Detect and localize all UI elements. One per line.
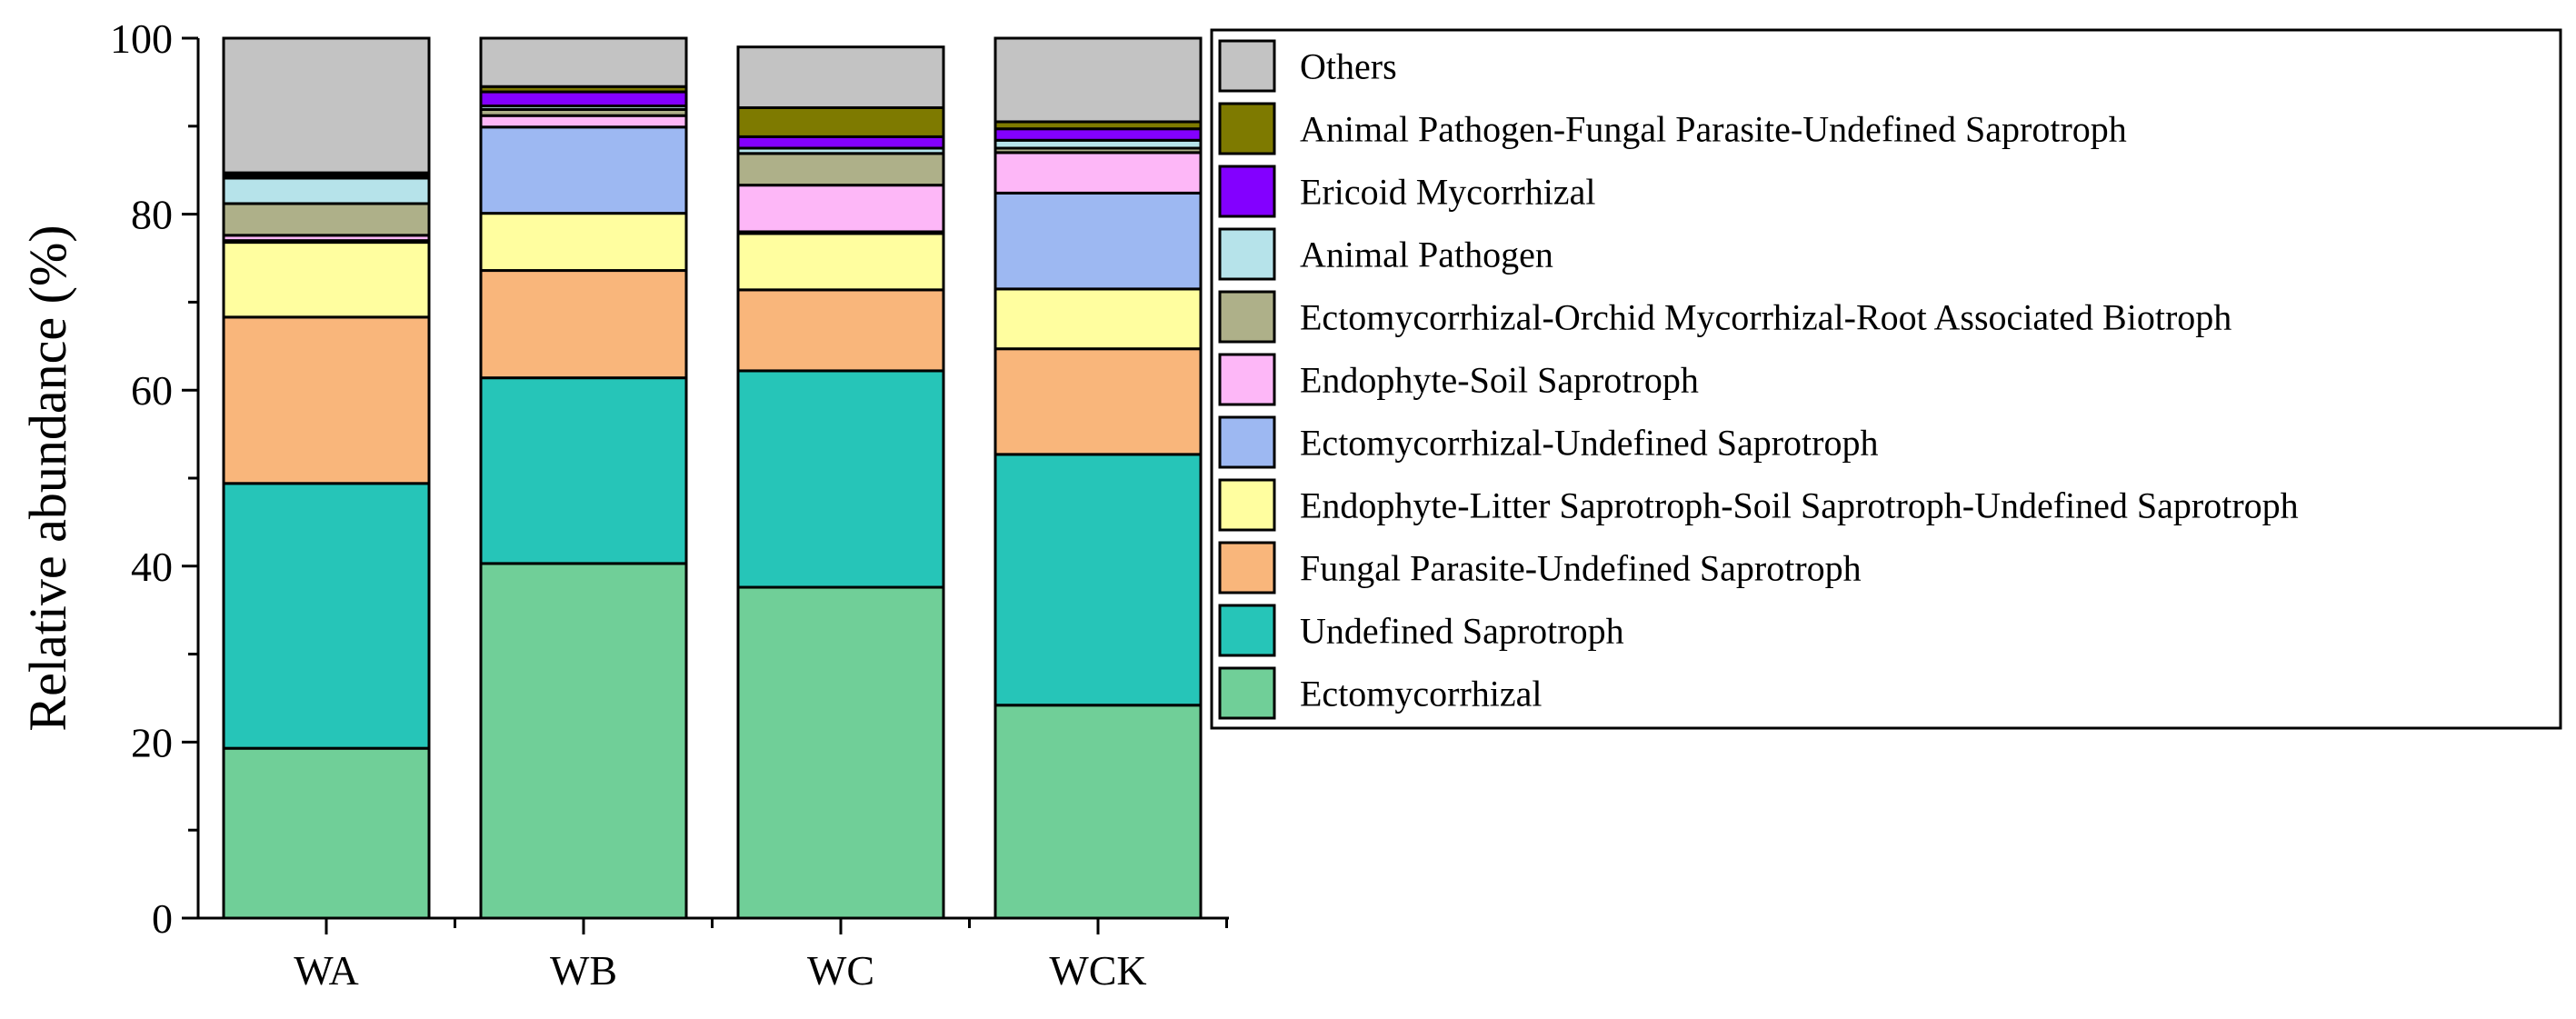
legend-item-fungal-parasite-undefined-saprotroph: Fungal Parasite-Undefined Saprotroph [1218, 541, 1862, 594]
y-tick-label-40: 40 [131, 544, 173, 590]
y-tick-label-0: 0 [152, 895, 173, 942]
bar-wc-endophyte-soil-saprotroph [736, 184, 945, 234]
bar-wc-endophyte-litter-saprotroph-soil-saprotroph-undefined-saprotroph [736, 232, 945, 292]
bar-wb-ectomycorrhizal-undefined-saprotroph [479, 125, 688, 215]
ticks-layer: WA WB WC WCK 0 20 40 60 80 100 [110, 15, 1228, 994]
bar-wb-ectomycorrhizal [479, 562, 688, 920]
legend-swatch-undefined-saprotroph [1218, 604, 1276, 657]
legend: Others Animal Pathogen-Fungal Parasite-Un… [1210, 28, 2562, 730]
bar-wck-others [993, 36, 1203, 124]
bar-wck-ectomycorrhizal-undefined-saprotroph [993, 191, 1203, 291]
legend-label-ectomycorrhizal-orchid-mycorrhizal-root-associated-biotroph: Ectomycorrhizal-Orchid Mycorrhizal-Root … [1300, 297, 2232, 338]
legend-swatch-fungal-parasite-undefined-saprotroph [1218, 541, 1276, 594]
bar-wck-undefined-saprotroph [993, 453, 1203, 707]
bar-wc-ectomycorrhizal [736, 585, 945, 920]
legend-item-animal-pathogen-fungal-parasite-undefined-saprotroph: Animal Pathogen-Fungal Parasite-Undefine… [1218, 102, 2127, 155]
y-tick-label-20: 20 [131, 719, 173, 765]
legend-swatch-animal-pathogen [1218, 227, 1276, 281]
x-tick-label-wb: WB [550, 947, 617, 994]
legend-item-undefined-saprotroph: Undefined Saprotroph [1218, 604, 1624, 657]
bar-wb-endophyte-litter-saprotroph-soil-saprotroph-undefined-saprotroph [479, 212, 688, 273]
bar-wck-fungal-parasite-undefined-saprotroph [993, 347, 1203, 456]
legend-label-endophyte-litter-saprotroph-soil-saprotroph-undefined-saprotroph: Endophyte-Litter Saprotroph-Soil Saprotr… [1300, 485, 2299, 526]
x-tick-label-wc: WC [807, 947, 874, 994]
bar-wc-undefined-saprotroph [736, 369, 945, 589]
bar-wck-endophyte-litter-saprotroph-soil-saprotroph-undefined-saprotroph [993, 287, 1203, 351]
y-tick-label-60: 60 [131, 367, 173, 414]
bar-wck-ericoid-mycorrhizal [993, 127, 1203, 142]
legend-swatch-animal-pathogen-fungal-parasite-undefined-saprotroph [1218, 102, 1276, 155]
legend-label-ectomycorrhizal: Ectomycorrhizal [1300, 674, 1543, 714]
legend-item-ectomycorrhizal-orchid-mycorrhizal-root-associated-biotroph: Ectomycorrhizal-Orchid Mycorrhizal-Root … [1218, 290, 2232, 344]
bar-wck-ectomycorrhizal [993, 704, 1203, 920]
bar-wc-others [736, 45, 945, 109]
legend-swatch-ericoid-mycorrhizal [1218, 165, 1276, 218]
legend-item-ericoid-mycorrhizal: Ericoid Mycorrhizal [1218, 165, 1595, 218]
legend-label-undefined-saprotroph: Undefined Saprotroph [1300, 611, 1624, 652]
legend-item-others: Others [1218, 39, 1397, 93]
bar-wb-ericoid-mycorrhizal [479, 90, 688, 108]
legend-item-ectomycorrhizal-undefined-saprotroph: Ectomycorrhizal-Undefined Saprotroph [1218, 415, 1878, 469]
legend-swatch-others [1218, 39, 1276, 93]
legend-label-animal-pathogen-fungal-parasite-undefined-saprotroph: Animal Pathogen-Fungal Parasite-Undefine… [1300, 109, 2127, 150]
legend-label-fungal-parasite-undefined-saprotroph: Fungal Parasite-Undefined Saprotroph [1300, 548, 1862, 589]
bar-wa-undefined-saprotroph [222, 482, 431, 750]
bar-wb-others [479, 36, 688, 88]
x-tick-label-wck: WCK [1049, 947, 1146, 994]
legend-label-ericoid-mycorrhizal: Ericoid Mycorrhizal [1300, 172, 1595, 213]
legend-label-others: Others [1300, 46, 1397, 87]
bar-wa-fungal-parasite-undefined-saprotroph [222, 315, 431, 485]
bar-wa-others [222, 36, 431, 175]
bar-wb-fungal-parasite-undefined-saprotroph [479, 269, 688, 380]
legend-label-animal-pathogen: Animal Pathogen [1300, 235, 1553, 275]
bar-wc-ectomycorrhizal-orchid-mycorrhizal-root-associated-biotroph [736, 152, 945, 187]
bar-wck-endophyte-soil-saprotroph [993, 151, 1203, 195]
legend-swatch-ectomycorrhizal-undefined-saprotroph [1218, 415, 1276, 469]
x-tick-label-wa: WA [294, 947, 359, 994]
bars-layer [222, 36, 1203, 920]
bar-wa-endophyte-litter-saprotroph-soil-saprotroph-undefined-saprotroph [222, 241, 431, 319]
legend-swatch-endophyte-litter-saprotroph-soil-saprotroph-undefined-saprotroph [1218, 478, 1276, 532]
bar-wc-animal-pathogen-fungal-parasite-undefined-saprotroph [736, 105, 945, 138]
legend-frame [1210, 28, 2562, 730]
bar-wa-animal-pathogen [222, 176, 431, 205]
legend-swatch-endophyte-soil-saprotroph [1218, 353, 1276, 406]
bar-wa-ectomycorrhizal-orchid-mycorrhizal-root-associated-biotroph [222, 202, 431, 237]
bar-wc-fungal-parasite-undefined-saprotroph [736, 288, 945, 373]
legend-item-endophyte-litter-saprotroph-soil-saprotroph-undefined-saprotroph: Endophyte-Litter Saprotroph-Soil Saprotr… [1218, 478, 2299, 532]
legend-label-endophyte-soil-saprotroph: Endophyte-Soil Saprotroph [1300, 360, 1699, 401]
bar-wb-endophyte-soil-saprotroph [479, 114, 688, 129]
y-tick-label-80: 80 [131, 192, 173, 238]
bar-wb-undefined-saprotroph [479, 376, 688, 565]
legend-item-animal-pathogen: Animal Pathogen [1218, 227, 1553, 281]
legend-item-ectomycorrhizal: Ectomycorrhizal [1218, 666, 1543, 720]
y-tick-label-100: 100 [110, 15, 173, 62]
legend-label-ectomycorrhizal-undefined-saprotroph: Ectomycorrhizal-Undefined Saprotroph [1300, 423, 1878, 464]
legend-swatch-ectomycorrhizal [1218, 666, 1276, 720]
legend-item-endophyte-soil-saprotroph: Endophyte-Soil Saprotroph [1218, 353, 1699, 406]
bar-wc-ericoid-mycorrhizal [736, 135, 945, 150]
legend-swatch-ectomycorrhizal-orchid-mycorrhizal-root-associated-biotroph [1218, 290, 1276, 344]
bar-wa-ectomycorrhizal [222, 746, 431, 920]
legend-items: Others Animal Pathogen-Fungal Parasite-Un… [1218, 39, 2299, 720]
y-axis-title: Relative abundance (%) [18, 225, 77, 731]
